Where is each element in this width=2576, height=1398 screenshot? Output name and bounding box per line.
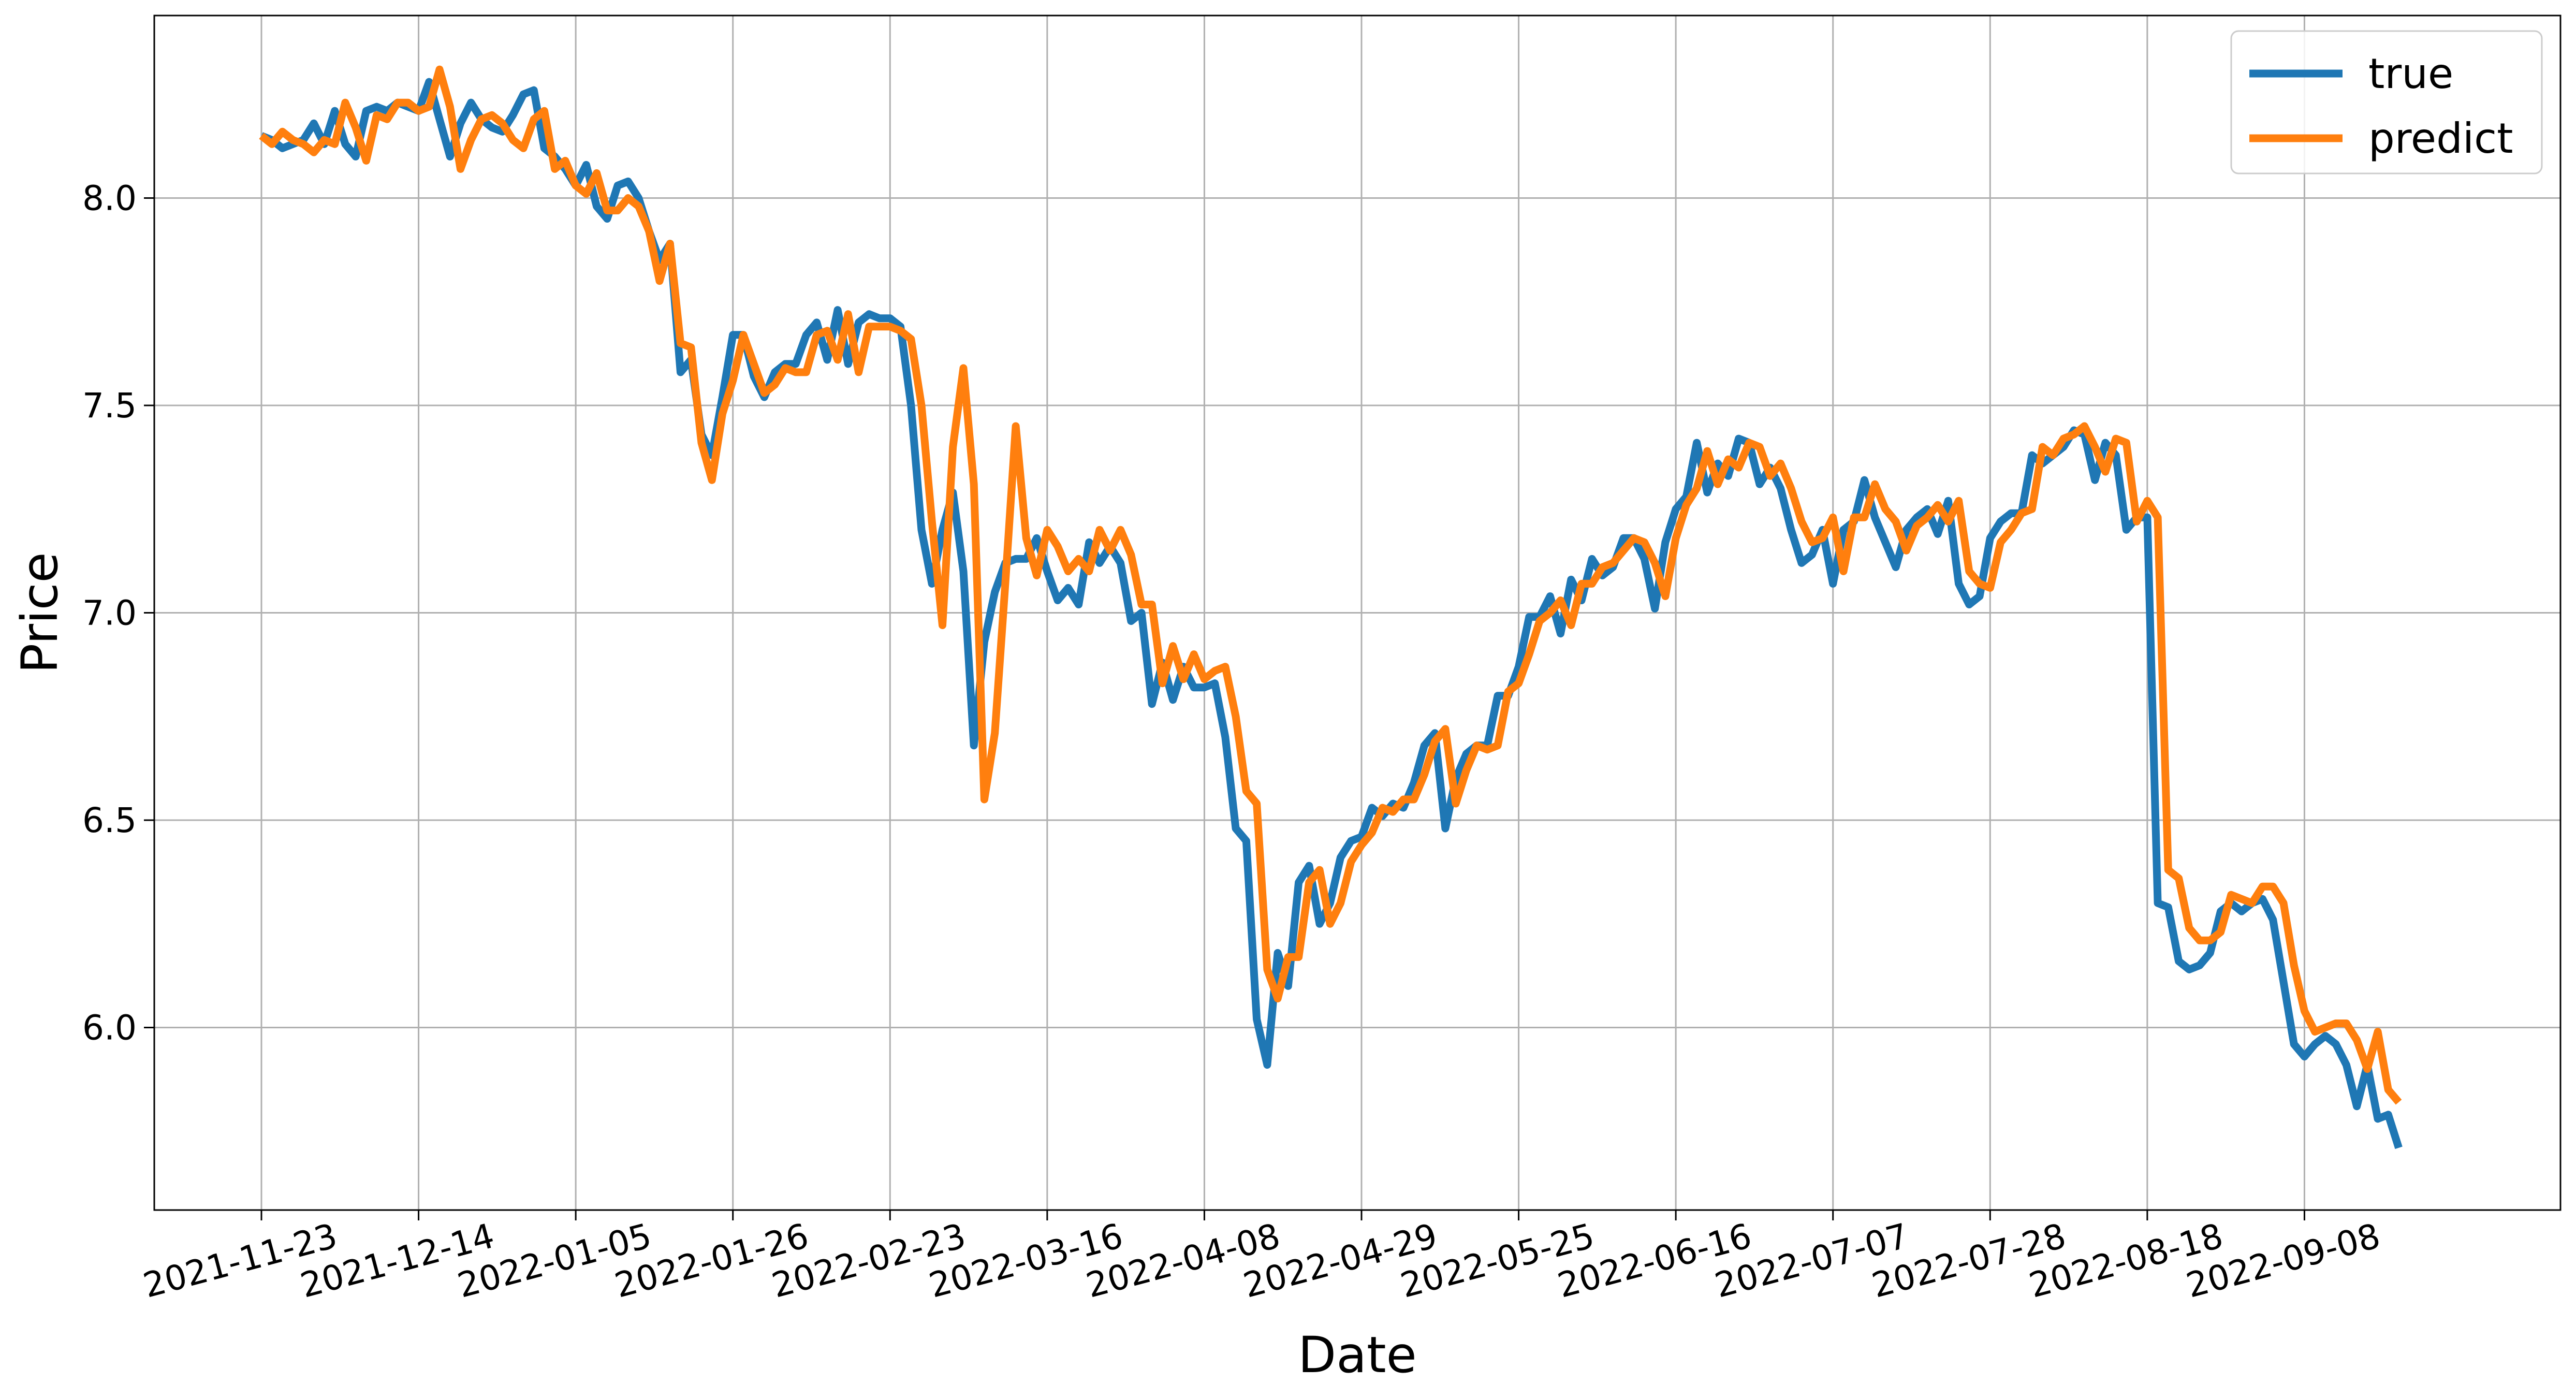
legend-label-predict: predict (2368, 114, 2513, 163)
y-tick-label: 7.0 (82, 593, 137, 633)
legend-label-true: true (2368, 50, 2453, 98)
y-axis-label: Price (11, 552, 69, 673)
y-tick-label: 7.5 (82, 386, 137, 426)
series-line-predict (259, 65, 2402, 1105)
x-axis-label: Date (1298, 1326, 1416, 1384)
y-tick-label: 6.0 (82, 1008, 137, 1048)
y-tick-label: 6.5 (82, 800, 137, 840)
series-layer (259, 65, 2403, 1149)
y-tick-label: 8.0 (82, 178, 137, 218)
legend: true predict (2230, 30, 2543, 174)
